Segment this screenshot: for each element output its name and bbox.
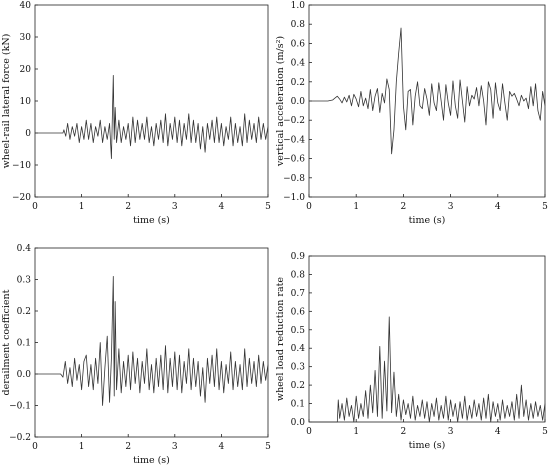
y-tick-label: 0.8 xyxy=(291,270,306,280)
y-tick-label: −0.2 xyxy=(9,433,31,443)
y-tick-label: 10 xyxy=(20,97,32,107)
plot-frame xyxy=(34,247,269,438)
y-tick-label: −0.4 xyxy=(283,135,305,145)
x-tick-label: 5 xyxy=(265,202,271,212)
y-tick-label: 0.2 xyxy=(291,78,305,88)
chart-1: 0 1 2 3 4 5 −20 −10 0 10 20 30 40 time (s) wheel-rail … xyxy=(1,1,271,226)
y-tick-label: 0 xyxy=(25,129,31,139)
y-tick-label: 0.0 xyxy=(17,370,32,380)
plot-frame xyxy=(34,4,269,198)
y-tick-label: 1.0 xyxy=(291,1,306,11)
x-tick-label: 1 xyxy=(79,442,85,452)
y-tick-label: 0.8 xyxy=(291,20,306,30)
x-tick-label: 4 xyxy=(219,442,225,452)
x-tick-label: 2 xyxy=(401,427,407,437)
series-line-1 xyxy=(309,316,546,423)
y-axis-label: wheel load reduction rate xyxy=(275,277,286,401)
x-tick-label: 0 xyxy=(32,202,38,212)
x-tick-label: 0 xyxy=(32,442,38,452)
x-tick-label: 0 xyxy=(306,202,312,212)
y-tick-label: 30 xyxy=(20,33,32,43)
y-tick-label: 0.0 xyxy=(291,418,306,428)
y-tick-label: −0.8 xyxy=(283,174,305,184)
x-tick-label: 2 xyxy=(401,202,407,212)
y-tick-label: −1.0 xyxy=(283,193,305,203)
y-tick-label: 0.3 xyxy=(291,363,306,373)
y-tick-label: 0.1 xyxy=(291,400,305,410)
x-tick-label: 2 xyxy=(125,442,131,452)
y-axis-label: vertical acceleration (m/s²) xyxy=(275,36,286,167)
chart-4: 0 1 2 3 4 5 0.0 0.1 0.2 0.3 0.4 0.5 0.6 0.7 0.8 0.9 time… xyxy=(275,252,548,451)
y-tick-label: −10 xyxy=(12,161,31,171)
y-tick-label: 0.9 xyxy=(291,252,306,262)
x-tick-label: 1 xyxy=(79,202,85,212)
y-tick-label: 0.2 xyxy=(291,381,305,391)
x-axis-label: time (s) xyxy=(133,215,170,226)
chart-2: 0 1 2 3 4 5 −1.0 −0.8 −0.6 −0.4 −0.2 0.0 0.2 0.4 0.6 0.… xyxy=(275,1,548,226)
y-tick-label: −0.6 xyxy=(283,155,305,165)
x-tick-label: 2 xyxy=(125,202,131,212)
y-tick-label: 0.7 xyxy=(291,289,306,299)
y-tick-label: 0.5 xyxy=(291,326,306,336)
x-tick-label: 1 xyxy=(353,427,359,437)
x-axis-label: time (s) xyxy=(133,455,170,466)
chart-3: 0 1 2 3 4 5 −0.2 −0.1 0.0 0.1 0.2 0.3 0.4 time (s) der… xyxy=(1,244,271,466)
x-tick-label: 3 xyxy=(448,427,454,437)
y-tick-label: 0.3 xyxy=(17,276,32,286)
plot-frame xyxy=(308,255,546,423)
series-line-1 xyxy=(309,27,546,155)
x-axis-label: time (s) xyxy=(409,215,446,226)
x-tick-label: 0 xyxy=(306,427,312,437)
y-axis-label: wheel-rail lateral force (kN) xyxy=(1,34,12,169)
y-axis-label: derailment coefficient xyxy=(1,289,12,395)
y-tick-label: 0.6 xyxy=(291,39,306,49)
x-tick-label: 4 xyxy=(495,202,501,212)
x-tick-label: 5 xyxy=(542,427,548,437)
y-tick-label: 0.2 xyxy=(17,307,31,317)
y-tick-label: 0.0 xyxy=(291,97,306,107)
x-tick-label: 1 xyxy=(353,202,359,212)
x-tick-label: 3 xyxy=(172,442,178,452)
x-axis-label: time (s) xyxy=(409,440,446,451)
y-tick-label: 0.4 xyxy=(291,344,306,354)
y-tick-label: −0.2 xyxy=(283,116,305,126)
y-tick-label: 0.4 xyxy=(17,244,32,254)
x-tick-label: 5 xyxy=(542,202,548,212)
y-tick-label: −0.1 xyxy=(9,402,31,412)
x-tick-label: 4 xyxy=(219,202,225,212)
y-tick-label: 40 xyxy=(20,1,32,11)
y-tick-label: −20 xyxy=(12,193,31,203)
x-tick-label: 3 xyxy=(172,202,178,212)
y-tick-label: 0.1 xyxy=(17,339,31,349)
y-tick-label: 0.4 xyxy=(291,59,306,69)
y-tick-label: 20 xyxy=(20,65,32,75)
y-tick-label: 0.6 xyxy=(291,307,306,317)
x-tick-label: 3 xyxy=(448,202,454,212)
x-tick-label: 4 xyxy=(495,427,501,437)
series-line-1 xyxy=(35,275,269,406)
x-tick-label: 5 xyxy=(265,442,271,452)
series-line-1 xyxy=(35,75,269,159)
